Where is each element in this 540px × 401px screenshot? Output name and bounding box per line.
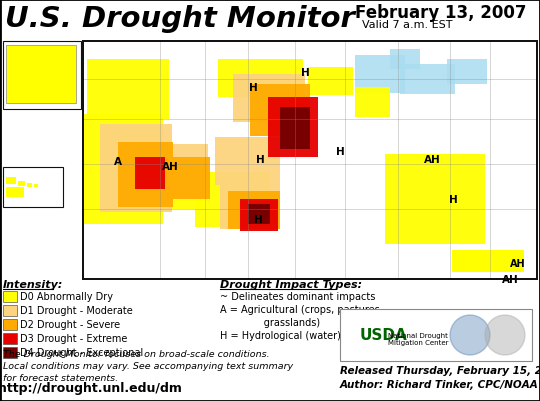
Text: D2 Drought - Severe: D2 Drought - Severe: [20, 320, 120, 330]
Bar: [135, 158, 165, 190]
Bar: [280, 108, 310, 150]
Bar: [163, 145, 208, 200]
Text: National Drought
Mitigation Center: National Drought Mitigation Center: [388, 333, 448, 346]
Text: A: A: [114, 157, 122, 166]
Bar: [3, 305, 17, 316]
Text: AH: AH: [161, 162, 178, 172]
Bar: [18, 182, 25, 186]
Text: AH: AH: [423, 155, 441, 164]
Text: D1 Drought - Moderate: D1 Drought - Moderate: [20, 306, 133, 316]
Bar: [215, 138, 280, 186]
Bar: [3, 333, 17, 344]
Bar: [6, 188, 24, 198]
Text: D0 Abnormally Dry: D0 Abnormally Dry: [20, 292, 113, 302]
Bar: [3, 42, 81, 110]
Bar: [452, 250, 524, 272]
Bar: [248, 205, 270, 225]
Text: Author: Richard Tinker, CPC/NOAA: Author: Richard Tinker, CPC/NOAA: [340, 379, 539, 389]
Bar: [355, 56, 405, 94]
Text: ~ Delineates dominant impacts: ~ Delineates dominant impacts: [220, 291, 375, 301]
Text: H: H: [254, 215, 262, 225]
Bar: [450, 247, 532, 275]
Bar: [233, 75, 305, 123]
Text: H: H: [255, 155, 265, 164]
Text: The Drought Monitor focuses on broad-scale conditions.: The Drought Monitor focuses on broad-sca…: [3, 349, 269, 358]
Bar: [118, 143, 173, 207]
Text: D4 Drought - Exceptional: D4 Drought - Exceptional: [20, 348, 143, 358]
Text: Local conditions may vary. See accompanying text summary: Local conditions may vary. See accompany…: [3, 361, 293, 370]
Bar: [268, 98, 318, 158]
Circle shape: [450, 315, 490, 355]
Text: H: H: [248, 83, 258, 93]
Text: grasslands): grasslands): [220, 317, 320, 327]
Circle shape: [485, 315, 525, 355]
Text: USDA: USDA: [360, 328, 408, 342]
Bar: [0, 38, 540, 277]
Bar: [250, 85, 310, 137]
Text: February 13, 2007: February 13, 2007: [355, 4, 526, 22]
Bar: [340, 309, 532, 361]
Text: Valid 7 a.m. EST: Valid 7 a.m. EST: [362, 20, 453, 30]
Text: Intensity:: Intensity:: [3, 279, 63, 289]
Bar: [27, 184, 32, 188]
Bar: [390, 50, 420, 70]
Bar: [172, 158, 210, 200]
Bar: [83, 42, 537, 279]
Bar: [87, 60, 169, 120]
Bar: [3, 347, 17, 358]
Text: AH: AH: [502, 274, 518, 284]
Bar: [6, 178, 16, 184]
Text: Released Thursday, February 15, 2007: Released Thursday, February 15, 2007: [340, 365, 540, 375]
Bar: [83, 115, 163, 225]
Text: for forecast statements.: for forecast statements.: [3, 373, 118, 382]
Bar: [240, 200, 278, 231]
Bar: [400, 65, 455, 95]
Bar: [3, 168, 63, 207]
Text: H = Hydrological (water): H = Hydrological (water): [220, 330, 341, 340]
Text: H: H: [301, 68, 309, 78]
Bar: [355, 88, 390, 118]
Bar: [6, 46, 76, 104]
Text: AH: AH: [510, 258, 526, 268]
Bar: [385, 155, 485, 244]
Text: H: H: [336, 147, 345, 157]
Text: http://drought.unl.edu/dm: http://drought.unl.edu/dm: [0, 381, 182, 394]
Text: U.S. Drought Monitor: U.S. Drought Monitor: [5, 5, 355, 33]
Bar: [34, 184, 38, 188]
Bar: [83, 42, 537, 279]
Bar: [220, 184, 280, 229]
Text: A = Agricultural (crops, pastures,: A = Agricultural (crops, pastures,: [220, 304, 383, 314]
Bar: [228, 192, 280, 229]
Bar: [3, 291, 17, 302]
Text: D3 Drought - Extreme: D3 Drought - Extreme: [20, 334, 127, 344]
Bar: [195, 172, 270, 227]
Bar: [3, 319, 17, 330]
Bar: [218, 60, 303, 98]
Bar: [100, 125, 172, 213]
Text: H: H: [449, 194, 457, 205]
Bar: [308, 68, 353, 96]
Text: Drought Impact Types:: Drought Impact Types:: [220, 279, 362, 289]
Bar: [447, 60, 487, 85]
Bar: [163, 160, 203, 209]
